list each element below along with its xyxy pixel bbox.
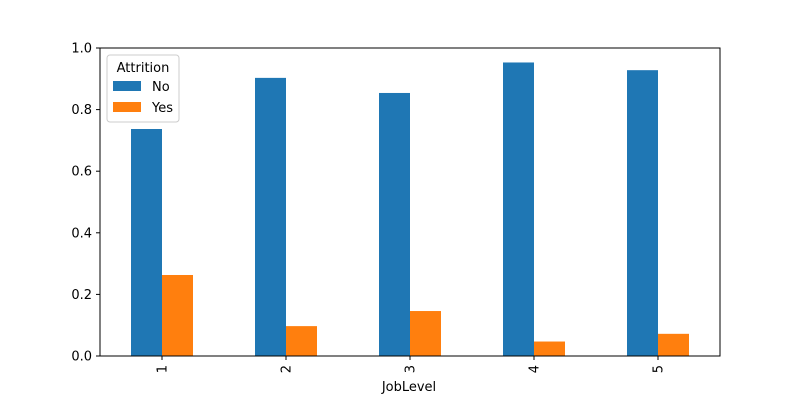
axes-layer: 0.0 0.2 0.4 0.6 0.8 1.0 1 2 3 4 5 <box>71 42 721 373</box>
x-axis-label: JobLevel <box>381 380 436 395</box>
x-tick-label: 1 <box>156 365 171 373</box>
legend-label-no: No <box>152 80 170 95</box>
y-tick-label: 0.8 <box>71 103 92 118</box>
y-tick-label: 0.6 <box>71 165 92 180</box>
x-tick-label: 4 <box>528 365 543 373</box>
y-tick-label: 0.2 <box>71 288 92 303</box>
legend-label-yes: Yes <box>151 101 173 116</box>
legend-swatch-no <box>113 81 141 91</box>
bar-yes-2 <box>286 326 317 356</box>
bar-no-4 <box>503 62 534 356</box>
x-tick-label: 5 <box>652 365 667 373</box>
legend-title: Attrition <box>117 61 170 76</box>
bar-no-3 <box>379 92 410 356</box>
bar-yes-4 <box>534 341 565 356</box>
bar-yes-1 <box>162 274 193 356</box>
y-tick-label: 0.4 <box>71 226 92 241</box>
y-tick-label: 1.0 <box>71 42 92 57</box>
bar-no-1 <box>131 129 162 356</box>
x-tick-label: 3 <box>404 365 419 373</box>
bar-no-5 <box>627 70 658 357</box>
bar-yes-3 <box>410 311 441 356</box>
bar-no-2 <box>255 77 286 356</box>
legend-swatch-yes <box>113 102 141 112</box>
bar-yes-5 <box>658 333 689 356</box>
x-tick-label: 2 <box>280 365 295 373</box>
y-tick-label: 0.0 <box>71 350 92 365</box>
legend: Attrition No Yes <box>106 54 180 123</box>
bars-layer <box>131 62 689 357</box>
